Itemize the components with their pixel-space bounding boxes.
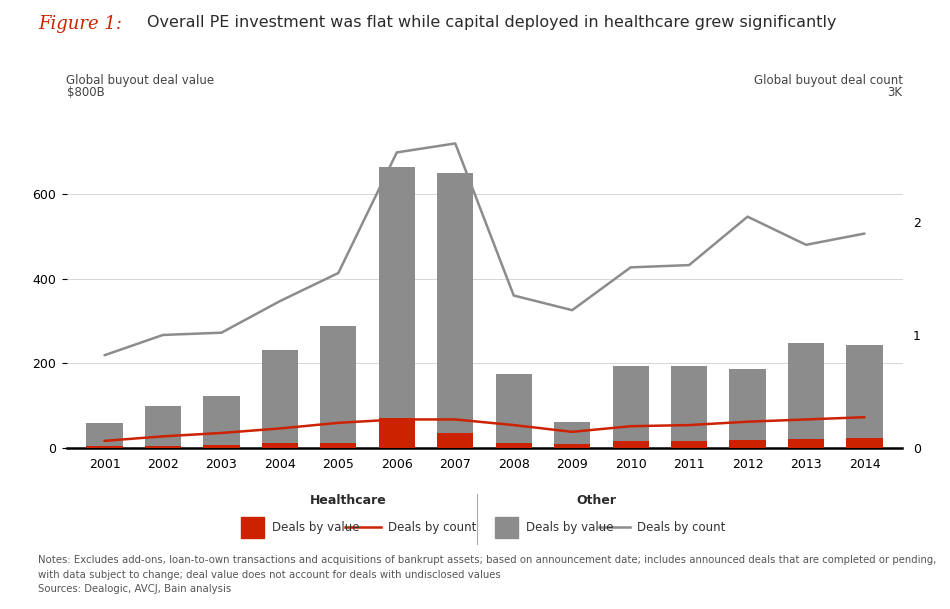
Bar (730, 370, 766, 448)
Text: $800B: $800B (66, 86, 104, 99)
Bar (554, 422, 590, 448)
Text: Deals by count: Deals by count (637, 521, 726, 533)
Bar (671, 442, 707, 448)
Text: Deals by count: Deals by count (389, 521, 477, 533)
Bar (86, 446, 123, 448)
Bar (730, 440, 766, 448)
Bar (496, 374, 532, 448)
Bar (203, 445, 239, 448)
Text: Deals by value: Deals by value (272, 521, 359, 533)
Bar (320, 326, 356, 448)
Bar (437, 173, 473, 448)
Text: Deals by value: Deals by value (525, 521, 613, 533)
Bar (320, 443, 356, 448)
Bar (613, 442, 649, 448)
Text: Other: Other (577, 495, 617, 507)
Bar (437, 433, 473, 448)
Text: Healthcare: Healthcare (310, 495, 386, 507)
Bar (379, 418, 415, 448)
Bar (846, 438, 883, 448)
Bar (846, 345, 883, 448)
Bar (144, 446, 181, 448)
Bar (788, 343, 825, 448)
Bar (262, 350, 298, 448)
Bar (613, 367, 649, 448)
Text: Notes: Excludes add-ons, loan-to-own transactions and acquisitions of bankrupt a: Notes: Excludes add-ons, loan-to-own tra… (38, 555, 937, 594)
Bar (496, 443, 532, 448)
Bar (495, 516, 518, 538)
Bar (144, 406, 181, 448)
Text: Global buyout deal value: Global buyout deal value (66, 74, 215, 87)
Bar (203, 396, 239, 448)
Bar (86, 423, 123, 448)
Text: Overall PE investment was flat while capital deployed in healthcare grew signifi: Overall PE investment was flat while cap… (147, 15, 837, 30)
Text: Global buyout deal count: Global buyout deal count (753, 74, 902, 87)
Bar (788, 439, 825, 448)
Bar (379, 167, 415, 448)
Bar (262, 443, 298, 448)
Text: Figure 1:: Figure 1: (38, 15, 122, 33)
Bar (241, 516, 264, 538)
Bar (554, 444, 590, 448)
Bar (671, 367, 707, 448)
Text: 3K: 3K (887, 86, 902, 99)
